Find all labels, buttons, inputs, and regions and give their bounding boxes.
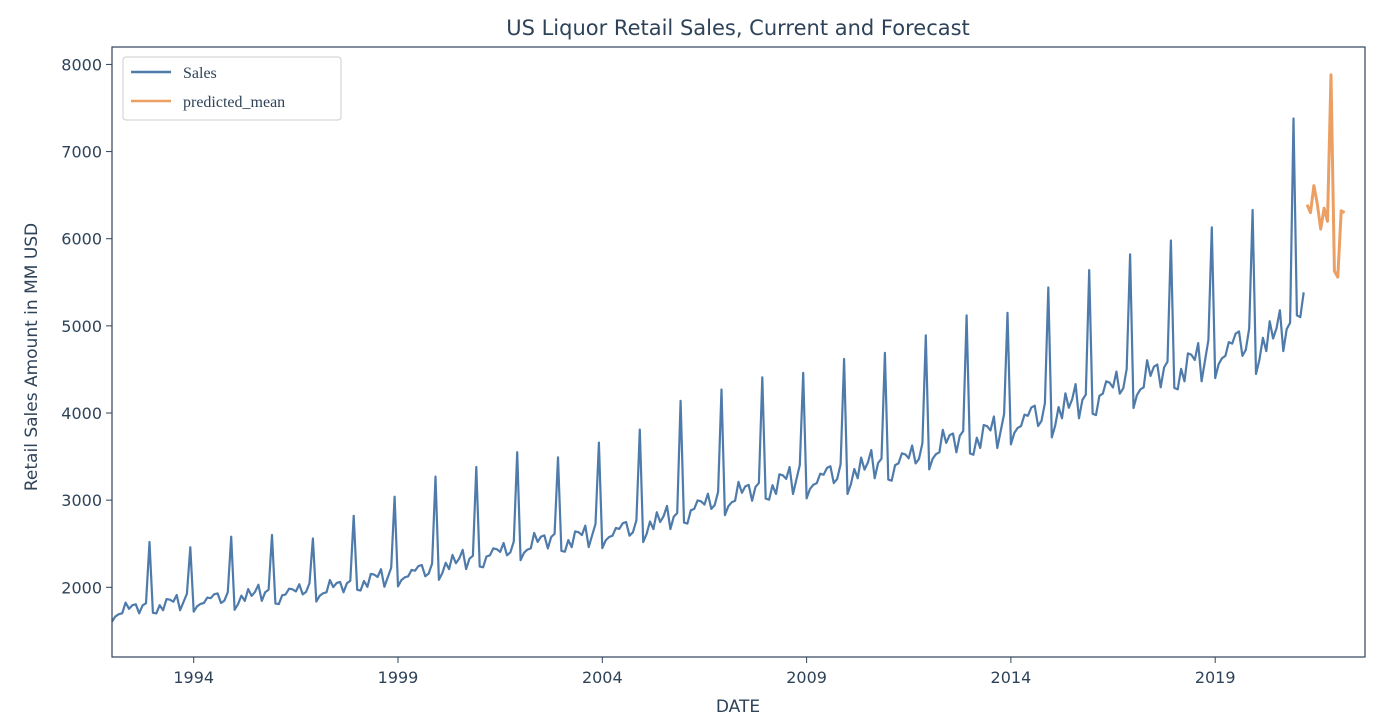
y-tick-label: 7000 (61, 143, 102, 162)
y-tick-label: 2000 (61, 578, 102, 597)
chart-title: US Liquor Retail Sales, Current and Fore… (506, 16, 970, 40)
plot-series (111, 73, 1346, 623)
x-tick-label: 1999 (378, 668, 419, 687)
x-tick-label: 2009 (786, 668, 827, 687)
y-tick-label: 4000 (61, 404, 102, 423)
x-axis-label: DATE (716, 697, 760, 717)
legend-label-sales: Sales (183, 65, 217, 82)
x-tick-label: 2004 (582, 668, 623, 687)
predicted-mean-line (1305, 73, 1346, 279)
y-tick-label: 3000 (61, 491, 102, 510)
y-tick-label: 6000 (61, 230, 102, 249)
x-tick-label: 1994 (173, 668, 214, 687)
legend: Sales predicted_mean (122, 56, 342, 121)
y-tick-label: 5000 (61, 317, 102, 336)
plot-frame (111, 46, 1366, 658)
legend-box (122, 56, 342, 121)
y-tick-label: 8000 (61, 55, 102, 74)
legend-label-predicted-mean: predicted_mean (183, 94, 285, 111)
x-tick-label: 2014 (991, 668, 1032, 687)
y-axis-label: Retail Sales Amount in MM USD (22, 223, 42, 491)
sales-line (111, 117, 1305, 623)
x-tick-label: 2019 (1195, 668, 1236, 687)
ticks: 1994 1999 2004 2009 2014 2019 2000 3000 4000 5000… (61, 55, 1235, 687)
